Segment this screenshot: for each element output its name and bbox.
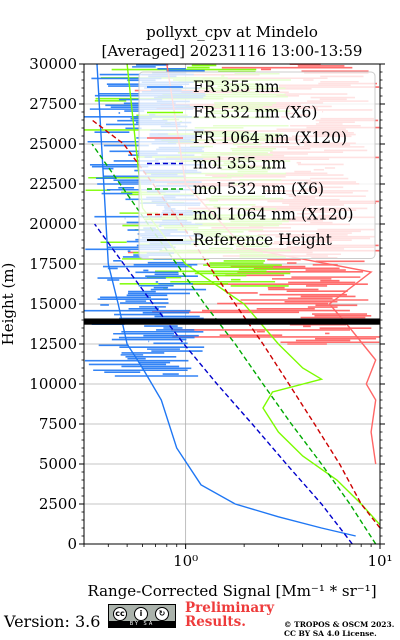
y-tick-label: 10000	[29, 375, 77, 393]
cc-license-badge[interactable]: cc i ↻ BY SA	[108, 604, 176, 628]
reference-height-band	[84, 318, 380, 325]
version-label: Version: 3.6	[4, 612, 101, 631]
y-tick-label: 20000	[29, 215, 77, 233]
legend-label: FR 532 nm (X6)	[193, 104, 317, 122]
y-tick-label: 27500	[29, 95, 77, 113]
y-tick-label: 12500	[29, 335, 77, 353]
y-tick-label: 25000	[29, 135, 77, 153]
legend: FR 355 nm FR 532 nm (X6) FR 1064 nm (X120)…	[138, 71, 376, 259]
chart-subtitle: [Averaged] 20231116 13:00-13:59	[102, 42, 363, 60]
attribution-icon: i	[134, 607, 148, 621]
series-line-0	[96, 63, 356, 537]
y-tick-label: 22500	[29, 175, 77, 193]
preliminary-line-2: Results.	[185, 614, 246, 630]
share-alike-icon: ↻	[155, 607, 169, 621]
license-badge-text: BY SA	[109, 621, 175, 627]
cc-icon: cc	[113, 607, 127, 621]
series-line-1	[126, 63, 381, 526]
copyright-notice: © TROPOS & OSCM 2023. CC BY SA 4.0 Licen…	[284, 620, 394, 638]
y-tick-label: 0	[67, 535, 77, 553]
series-line-3	[94, 223, 353, 545]
x-axis-label: Range-Corrected Signal [Mm⁻¹ * sr⁻¹]	[87, 582, 376, 600]
y-tick-label: 5000	[39, 455, 77, 473]
y-tick-label: 30000	[29, 55, 77, 73]
y-tick-label: 7500	[39, 415, 77, 433]
y-tick-label: 17500	[29, 255, 77, 273]
copyright-line-1: © TROPOS & OSCM 2023.	[284, 620, 395, 629]
y-tick-label: 15000	[29, 295, 77, 313]
footer: Version: 3.6 cc i ↻ BY SA Preliminary Re…	[0, 600, 400, 640]
y-axis-label: Height (m)	[0, 263, 17, 346]
preliminary-notice: Preliminary Results.	[185, 601, 274, 629]
x-tick-label: 10¹	[367, 552, 392, 570]
legend-box	[138, 71, 376, 259]
copyright-line-2: CC BY SA 4.0 License.	[284, 629, 377, 638]
chart-title: pollyxt_cpv at Mindelo	[146, 23, 318, 41]
legend-label: Reference Height	[193, 231, 333, 249]
legend-label: FR 355 nm	[193, 78, 280, 96]
chart: pollyxt_cpv at Mindelo [Averaged] 202311…	[0, 23, 393, 600]
preliminary-line-1: Preliminary	[185, 600, 275, 616]
axes: 0 2500 5000 7500 10000 12500 15000 17500 20000 22…	[29, 55, 392, 570]
y-tick-label: 2500	[39, 495, 77, 513]
legend-label: FR 1064 nm (X120)	[193, 129, 347, 147]
legend-label: mol 355 nm	[193, 155, 286, 173]
legend-label: mol 532 nm (X6)	[193, 180, 324, 198]
x-tick-label: 10⁰	[173, 552, 198, 570]
legend-label: mol 1064 nm (X120)	[193, 206, 354, 224]
